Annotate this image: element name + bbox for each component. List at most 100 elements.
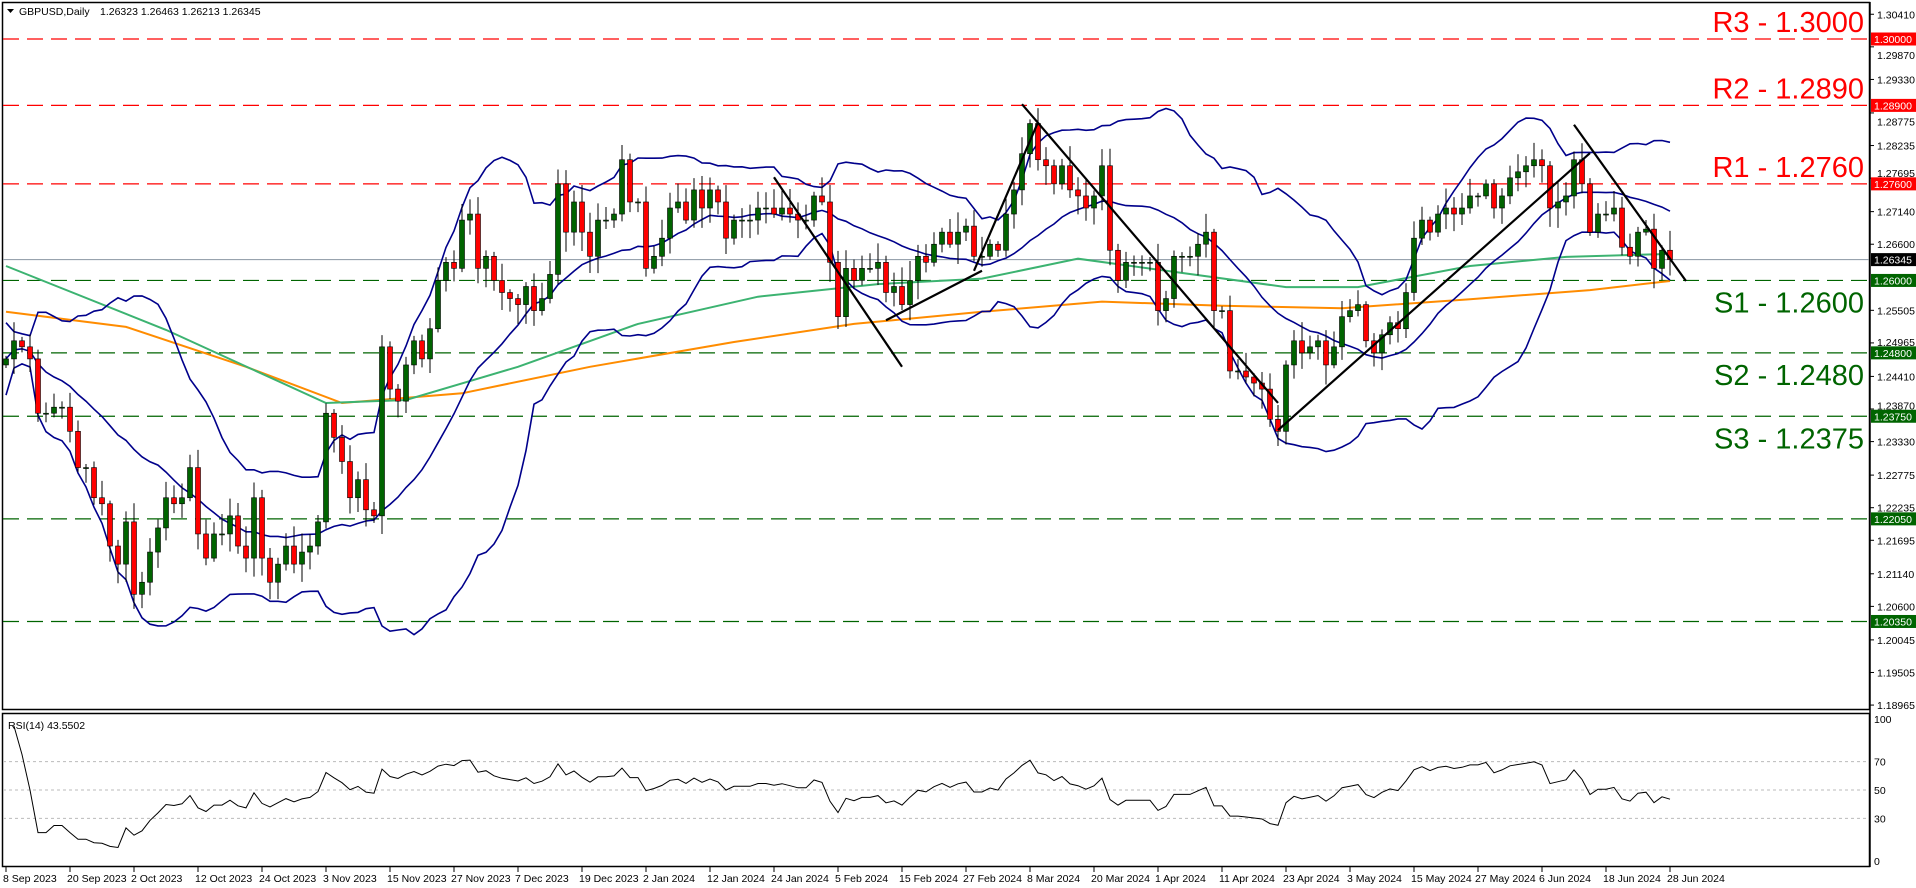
- candle-body-bearish: [643, 201, 649, 269]
- candle: [211, 522, 217, 562]
- candle: [739, 208, 745, 238]
- candle-body-bullish: [187, 467, 193, 499]
- candle-body-bullish: [859, 268, 865, 281]
- candle: [883, 255, 889, 303]
- candle: [163, 481, 169, 541]
- candle-body-bullish: [691, 189, 697, 221]
- candle-body-bullish: [315, 521, 321, 547]
- trendline: [1021, 103, 1279, 404]
- price-tick-label: 1.23330: [1877, 437, 1915, 449]
- trendline: [885, 269, 983, 322]
- candle-body-bullish: [555, 183, 561, 275]
- candle: [915, 244, 921, 300]
- candle-body-bullish: [1467, 195, 1473, 209]
- candle-body-bearish: [195, 467, 201, 535]
- moving-average-slow: [5, 280, 1671, 405]
- candle-body-bullish: [811, 195, 817, 221]
- date-tick-label: 7 Dec 2023: [515, 873, 569, 885]
- candle-body-bullish: [675, 201, 681, 209]
- candle: [1235, 359, 1241, 380]
- candle-body-bearish: [1299, 340, 1305, 354]
- candle-body-bearish: [1251, 376, 1257, 384]
- candle: [1507, 165, 1513, 205]
- price-tick-label: 1.28775: [1877, 116, 1915, 128]
- candle-body-bullish: [59, 406, 65, 409]
- price-tag-support: [1871, 273, 1916, 287]
- candle-body-bullish: [1499, 195, 1505, 209]
- candle: [611, 208, 617, 228]
- candle: [627, 153, 633, 213]
- candle: [1355, 290, 1361, 317]
- candle: [251, 482, 257, 577]
- candle-body-bearish: [19, 340, 25, 348]
- candle-body-bullish: [539, 298, 545, 311]
- candle-body-bullish: [659, 237, 665, 257]
- candle: [827, 184, 833, 282]
- candle-body-bullish: [1659, 249, 1665, 269]
- candle: [1523, 156, 1529, 188]
- price-tag-text: 1.30000: [1874, 34, 1912, 46]
- candle: [355, 471, 361, 513]
- candle-body-bullish: [179, 497, 185, 505]
- candle: [1499, 188, 1505, 224]
- candle: [1067, 146, 1073, 198]
- candle-body-bearish: [1083, 195, 1089, 209]
- candle-body-bearish: [819, 195, 825, 203]
- candle-body-bullish: [1131, 262, 1137, 264]
- candle: [1011, 181, 1017, 229]
- date-tick-label: 27 Nov 2023: [451, 873, 511, 885]
- candle-body-bullish: [1459, 207, 1465, 215]
- candle-body-bullish: [251, 497, 257, 559]
- date-tick-label: 1 Apr 2024: [1155, 873, 1206, 885]
- candle: [131, 503, 137, 609]
- price-tag-text: 1.20350: [1874, 616, 1912, 628]
- candle: [547, 261, 553, 304]
- candle: [907, 261, 913, 321]
- candle: [987, 239, 993, 260]
- candle-body-bullish: [1571, 159, 1577, 197]
- trendline: [773, 176, 903, 368]
- price-tick-label: 1.26600: [1877, 239, 1915, 251]
- main-panel-border: [1, 1, 1871, 711]
- price-tag-support: [1871, 409, 1916, 423]
- candle-body-bearish: [1227, 310, 1233, 372]
- candle-body-bullish: [123, 521, 129, 565]
- ohlc-readout: 1.26323 1.26463 1.26213 1.26345: [100, 6, 261, 18]
- candle-body-bearish: [1491, 183, 1497, 209]
- candle-body-bullish: [1347, 310, 1353, 317]
- candle-body-bearish: [339, 437, 345, 462]
- price-tick-label: 1.25505: [1877, 305, 1915, 317]
- candle-body-bullish: [379, 346, 385, 517]
- candle-body-bullish: [1595, 213, 1601, 233]
- candle: [1075, 177, 1081, 215]
- candle-body-bullish: [739, 219, 745, 222]
- candle: [947, 219, 953, 248]
- candle: [1019, 137, 1025, 206]
- candle: [731, 214, 737, 245]
- candle-body-bullish: [1379, 334, 1385, 354]
- candle-body-bearish: [131, 521, 137, 595]
- candle-body-bearish: [395, 388, 401, 402]
- level-label-resistance: R2 - 1.2890: [1712, 73, 1864, 105]
- current-price-tag: [1871, 253, 1916, 267]
- dropdown-triangle-icon[interactable]: [7, 9, 14, 13]
- candle-body-bearish: [371, 509, 377, 517]
- candle: [1531, 142, 1537, 178]
- candle: [1659, 245, 1665, 281]
- candle-body-bullish: [11, 340, 17, 360]
- candle: [19, 336, 25, 353]
- candle-body-bullish: [1011, 189, 1017, 215]
- candle-body-bullish: [139, 581, 145, 595]
- candle-body-bearish: [1451, 207, 1457, 215]
- candle-body-bullish: [1611, 207, 1617, 215]
- candle-body-bullish: [1635, 231, 1641, 257]
- candle-body-bullish: [275, 563, 281, 583]
- candle-body-bullish: [1315, 340, 1321, 348]
- candle: [1051, 159, 1057, 195]
- candle: [955, 212, 961, 265]
- candle: [1435, 205, 1441, 237]
- bollinger-upper-band: [5, 107, 1671, 479]
- candle: [443, 257, 449, 292]
- candle: [1203, 213, 1209, 258]
- candle: [539, 282, 545, 316]
